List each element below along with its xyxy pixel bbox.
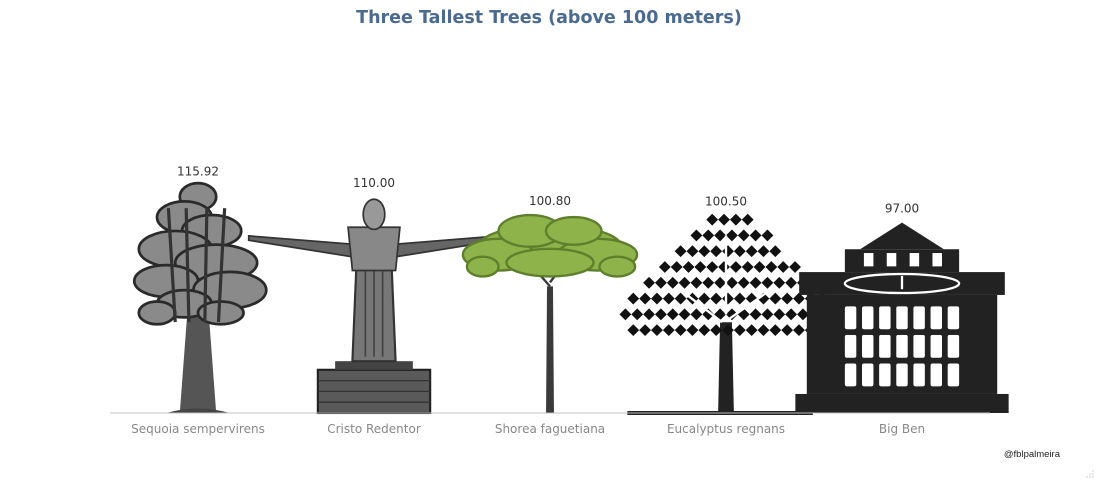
shorea-tree-icon — [461, 213, 639, 413]
value-label: 100.80 — [529, 194, 571, 208]
chart-icons — [132, 181, 1009, 415]
value-label: 115.92 — [177, 164, 219, 178]
credit-text: @fblpalmeira — [1003, 449, 1060, 460]
big-ben-tower-icon — [795, 222, 1009, 413]
resize-handle-icon[interactable] — [1086, 470, 1094, 478]
x-tick-label: Big Ben — [879, 422, 925, 436]
x-tick-label: Eucalyptus regnans — [667, 422, 785, 436]
x-tick-label: Sequoia sempervirens — [131, 422, 265, 436]
christ-statue-icon — [247, 198, 501, 415]
x-tick-labels: Sequoia sempervirens Cristo Redentor Shore… — [131, 422, 925, 436]
x-tick-label: Cristo Redentor — [327, 422, 421, 436]
value-labels: 115.92 110.00 100.80 100.50 97.00 — [177, 164, 919, 215]
sequoia-tree-icon — [132, 181, 268, 413]
chart-title: Three Tallest Trees (above 100 meters) — [356, 8, 742, 28]
value-label: 100.50 — [705, 195, 747, 209]
value-label: 110.00 — [353, 176, 395, 190]
value-label: 97.00 — [885, 202, 919, 216]
x-tick-label: Shorea faguetiana — [495, 422, 605, 436]
